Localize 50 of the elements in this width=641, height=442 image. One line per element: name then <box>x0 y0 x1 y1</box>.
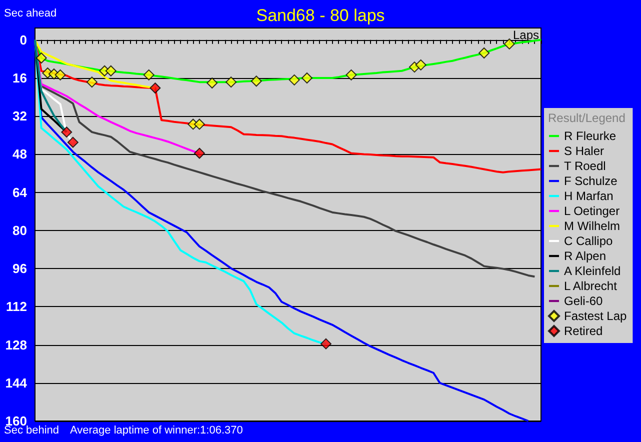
legend-label: R Alpen <box>564 249 606 263</box>
legend-label: L Albrecht <box>564 279 618 293</box>
text: Average laptime of winner:1:06.370 <box>70 424 243 436</box>
point <box>301 72 312 84</box>
y-tick-label: 96 <box>12 261 27 276</box>
point <box>206 78 218 89</box>
point <box>36 52 47 64</box>
legend-label: Retired <box>564 324 603 338</box>
point <box>226 76 237 88</box>
point <box>143 69 154 80</box>
point <box>194 118 205 130</box>
point <box>105 65 116 76</box>
point <box>86 76 98 88</box>
y-tick-label: 32 <box>12 108 27 124</box>
point <box>320 338 332 350</box>
legend-label: C Callipo <box>564 234 614 248</box>
legend-label: M Wilhelm <box>564 219 620 233</box>
point <box>150 82 161 94</box>
y-tick-label: 16 <box>12 70 27 86</box>
x-axis-title: Laps <box>512 28 540 42</box>
y-tick-label: 112 <box>6 299 27 314</box>
point <box>67 136 78 148</box>
point <box>504 38 515 50</box>
point <box>61 126 72 138</box>
chart-title: Sand68 - 80 laps <box>256 6 385 25</box>
y-tick-label: 64 <box>12 184 28 200</box>
legend-label: H Marfan <box>564 189 614 203</box>
y-tick-label: 48 <box>12 146 27 162</box>
point <box>346 69 357 80</box>
point <box>478 48 490 59</box>
legend-label: R Fleurke <box>564 129 616 143</box>
legend-title: Result/Legend <box>548 111 626 125</box>
point <box>288 74 300 86</box>
legend-label: A Kleinfeld <box>564 264 621 278</box>
text: Sec ahead <box>4 8 57 20</box>
legend-label: T Roedl <box>564 159 606 173</box>
point <box>250 76 262 87</box>
y-tick-label: 0 <box>20 32 27 48</box>
legend-label: F Schulze <box>564 174 618 188</box>
legend-label: Fastest Lap <box>564 309 628 323</box>
text: Sec behind <box>4 424 60 436</box>
y-tick-label: 80 <box>12 222 27 238</box>
point <box>194 148 205 159</box>
y-tick-label: 144 <box>5 375 28 390</box>
legend-label: Geli-60 <box>564 294 604 308</box>
y-tick-label: 128 <box>5 337 27 352</box>
legend-label: L Oetinger <box>564 204 620 218</box>
legend-label: S Haler <box>564 144 604 158</box>
point <box>415 59 426 70</box>
point <box>54 69 66 80</box>
